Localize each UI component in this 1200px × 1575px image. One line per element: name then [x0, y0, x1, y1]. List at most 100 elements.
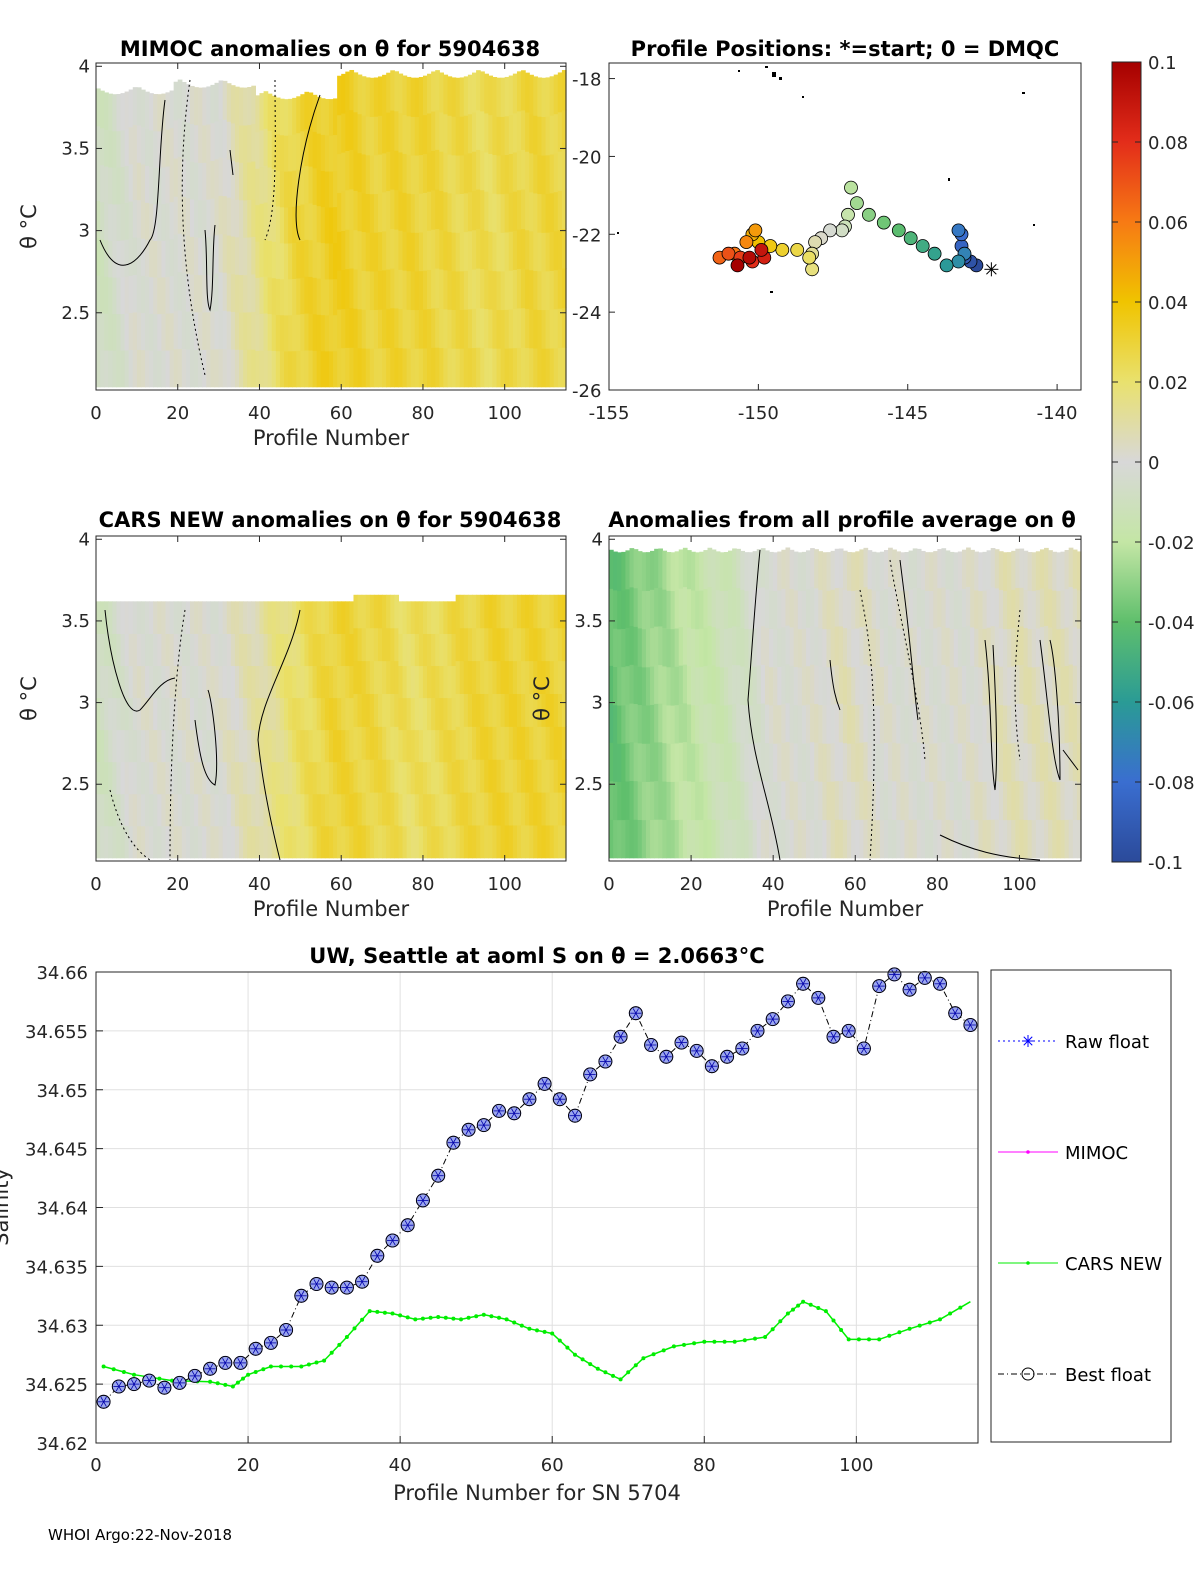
heatmap-cell: [292, 825, 297, 859]
heatmap-cell: [641, 552, 647, 592]
heatmap-cell: [621, 666, 627, 706]
heatmap-cell: [561, 188, 567, 229]
heatmap-cell: [292, 350, 297, 388]
heatmap-cell: [320, 697, 326, 731]
heatmap-cell: [116, 825, 122, 859]
heatmap-cell: [202, 237, 207, 276]
heatmap-cell: [226, 729, 232, 763]
heatmap-cell: [859, 780, 865, 820]
heatmap-cell: [793, 704, 799, 744]
cars-new-point: [856, 1337, 861, 1342]
heatmap-cell: [288, 314, 293, 352]
heatmap-cell: [173, 761, 179, 795]
profile-position-marker: [876, 215, 891, 230]
heatmap-cell: [541, 792, 547, 826]
heatmap-cell: [108, 130, 113, 168]
heatmap-cell: [431, 761, 436, 795]
heatmap-cell: [378, 759, 383, 793]
heatmap-cell: [609, 626, 614, 666]
heatmap-cell: [961, 742, 967, 782]
heatmap-cell: [324, 665, 330, 699]
heatmap-cell: [990, 702, 996, 743]
heatmap-cell: [230, 273, 236, 312]
heatmap-cell: [732, 548, 737, 588]
heatmap-cell: [529, 152, 534, 193]
heatmap-cell: [1007, 704, 1012, 744]
heatmap-cell: [736, 741, 741, 782]
heatmap-cell: [255, 825, 261, 859]
heatmap-cell: [316, 761, 322, 795]
heatmap-cell: [181, 665, 187, 699]
heatmap-cell: [308, 793, 314, 827]
profile-position-marker: [775, 242, 790, 257]
heatmap-cell: [476, 228, 481, 269]
raw-float-star: [252, 1343, 259, 1354]
heatmap-cell: [785, 818, 791, 859]
heatmap-cell: [545, 726, 551, 760]
heatmap-cell: [925, 743, 930, 782]
heatmap-cell: [132, 761, 138, 795]
heatmap-cell: [116, 633, 122, 667]
heatmap-cell: [165, 129, 171, 167]
heatmap-cell: [218, 195, 224, 235]
heatmap-cell: [288, 278, 293, 316]
heatmap-cell: [136, 311, 142, 350]
heatmap-cell: [132, 601, 138, 634]
heatmap-cell: [308, 665, 314, 699]
heatmap-cell: [908, 627, 914, 667]
heatmap-cell: [480, 759, 485, 793]
heatmap-cell: [537, 759, 543, 793]
heatmap-cell: [271, 204, 277, 242]
raw-float-star: [587, 1069, 594, 1080]
heatmap-cell: [222, 119, 228, 158]
heatmap-cell: [933, 589, 938, 629]
heatmap-cell: [451, 665, 457, 699]
heatmap-cell: [863, 664, 869, 704]
heatmap-cell: [986, 704, 992, 744]
heatmap-cell: [292, 206, 297, 243]
heatmap-cell: [406, 601, 412, 634]
heatmap-cell: [703, 550, 709, 590]
heatmap-cell: [732, 703, 737, 743]
heatmap-cell: [390, 627, 395, 662]
heatmap-cell: [296, 633, 301, 667]
heatmap-cell: [920, 550, 926, 590]
cars-new-point: [512, 1320, 517, 1325]
heatmap-cell: [177, 729, 183, 763]
heatmap-cell: [439, 268, 444, 309]
heatmap-cell: [998, 551, 1004, 591]
heatmap-cell: [239, 87, 244, 126]
heatmap-cell: [251, 311, 256, 350]
heatmap-cell: [210, 311, 216, 350]
heatmap-cell: [557, 594, 563, 629]
heatmap-cell: [132, 87, 138, 126]
heatmap-cell: [165, 92, 171, 130]
heatmap-cell: [682, 702, 688, 743]
heatmap-cell: [533, 309, 538, 349]
heatmap-cell: [140, 825, 146, 859]
heatmap-cell: [357, 152, 363, 193]
heatmap-cell: [185, 825, 191, 859]
heatmap-cell: [161, 633, 167, 667]
heatmap-cell: [324, 729, 330, 763]
heatmap-cell: [818, 742, 824, 782]
cars-new-point: [542, 1329, 547, 1334]
salinity-xlabel: Profile Number for SN 5704: [393, 1481, 681, 1505]
heatmap-cell: [957, 628, 963, 667]
heatmap-cell: [304, 239, 310, 277]
heatmap-cell: [345, 229, 350, 270]
heatmap-cell: [508, 759, 514, 793]
heatmap-cell: [654, 587, 659, 627]
heatmap-cell: [108, 697, 113, 731]
heatmap-cell: [431, 110, 436, 151]
heatmap-cell: [230, 198, 236, 237]
heatmap-cell: [194, 311, 199, 350]
cars-heatmap: [96, 594, 567, 859]
heatmap-cell: [263, 91, 269, 129]
heatmap-cell: [234, 601, 240, 634]
heatmap-cell: [214, 825, 220, 859]
heatmap-cell: [361, 115, 367, 155]
heatmap-cell: [324, 350, 330, 388]
heatmap-cell: [410, 77, 416, 117]
